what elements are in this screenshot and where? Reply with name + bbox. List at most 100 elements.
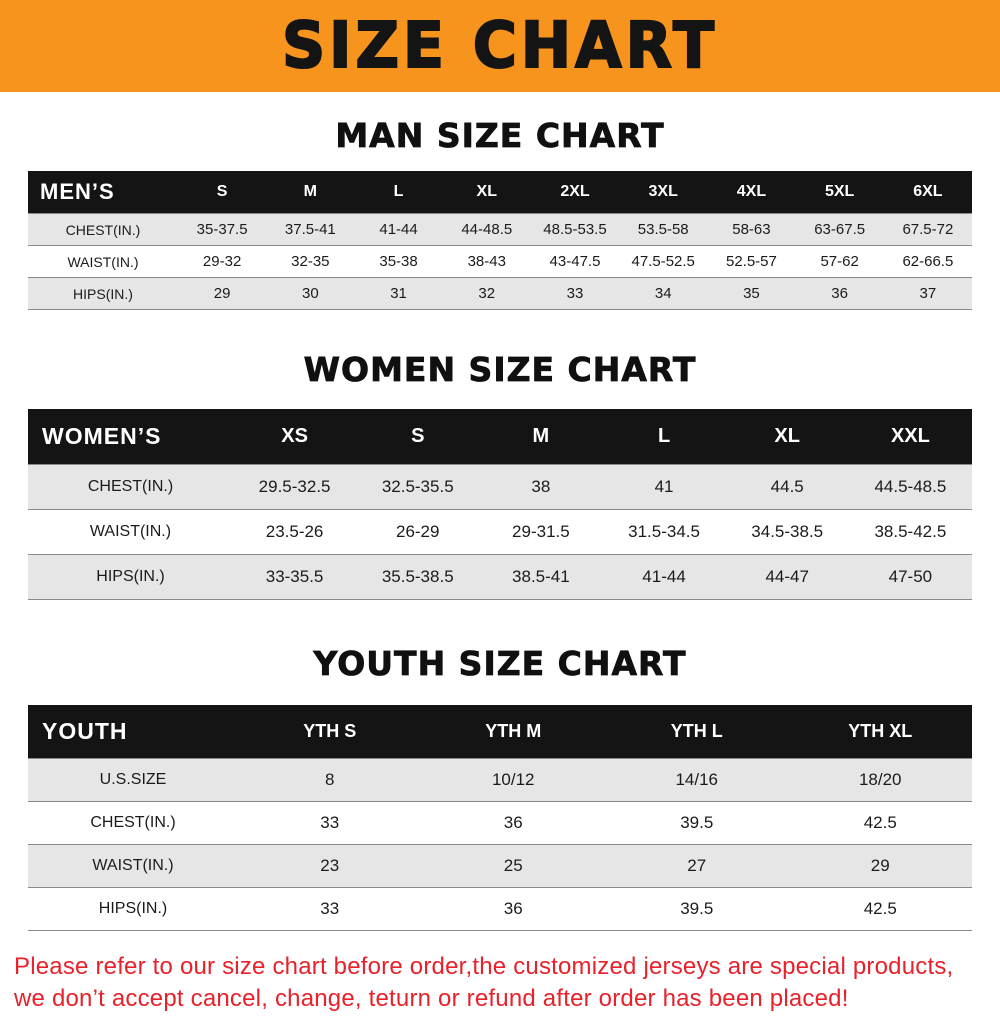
column-header: 4XL [736, 183, 767, 200]
size-cell: 10/12 [491, 770, 535, 789]
row-label: HIPS(IN.) [98, 900, 168, 917]
size-cell: 44-48.5 [461, 221, 513, 238]
size-cell: 37.5-41 [284, 221, 336, 238]
footer-line-1: Please refer to our size chart before or… [14, 953, 954, 980]
table-row: CHEST(IN.) 33 36 39.5 42.5 [28, 801, 972, 845]
row-label: WAIST(IN.) [92, 857, 174, 874]
row-label: CHEST(IN.) [90, 814, 176, 831]
size-cell: 32-35 [291, 253, 330, 270]
size-cell: 29-31.5 [512, 522, 570, 541]
size-cell: 30 [301, 285, 319, 302]
table-header-row: MEN’S S M L XL 2XL 3XL 4XL 5XL 6XL [28, 171, 972, 214]
table-row: CHEST(IN.) 35-37.5 37.5-41 41-44 44-48.5 48.5… [28, 213, 972, 246]
size-cell: 53.5-58 [637, 221, 689, 238]
banner: SIZE CHART [0, 0, 1000, 92]
row-label: U.S.SIZE [99, 771, 167, 788]
size-cell: 39.5 [680, 813, 714, 832]
size-cell: 31.5-34.5 [628, 522, 700, 541]
sections-container: MAN SIZE CHART MEN’S S M L XL 2XL 3XL 4XL 5XL 6XL C… [0, 116, 1000, 931]
size-cell: 63-67.5 [814, 221, 866, 238]
size-cell: 31 [390, 285, 407, 302]
size-cell: 44.5 [770, 477, 804, 496]
size-cell: 47.5-52.5 [631, 253, 695, 270]
size-cell: 36 [831, 285, 848, 302]
column-header: YTH S [303, 721, 357, 741]
column-header: 6XL [913, 183, 943, 200]
column-header: L [657, 425, 671, 447]
size-cell: 23.5-26 [265, 522, 324, 541]
size-cell: 29.5-32.5 [258, 477, 331, 496]
size-cell: 37 [919, 285, 937, 302]
table-title: MEN’S [40, 179, 115, 204]
size-cell: 8 [325, 770, 335, 789]
column-header: S [411, 425, 425, 447]
size-cell: 32.5-35.5 [381, 477, 454, 496]
size-cell: 41-44 [379, 221, 418, 238]
size-cell: 29 [870, 856, 890, 875]
size-cell: 41-44 [642, 567, 686, 586]
size-cell: 48.5-53.5 [543, 221, 607, 238]
size-cell: 38.5-42.5 [874, 522, 947, 541]
section-heading-women: WOMEN SIZE CHART [303, 350, 697, 390]
size-cell: 35-38 [379, 253, 418, 270]
size-cell: 35 [743, 285, 760, 302]
size-cell: 26-29 [395, 522, 440, 541]
size-cell: 62-66.5 [902, 253, 954, 270]
size-cell: 38.5-41 [512, 567, 570, 586]
size-cell: 23 [320, 856, 340, 875]
size-cell: 34 [654, 285, 672, 302]
column-header: 2XL [560, 183, 590, 200]
row-label: CHEST(IN.) [65, 221, 141, 238]
size-cell: 42.5 [863, 813, 897, 832]
column-header: S [216, 183, 228, 200]
table-row: HIPS(IN.) 33-35.5 35.5-38.5 38.5-41 41-44 44-… [28, 554, 972, 600]
column-header: M [532, 425, 550, 447]
table-row: WAIST(IN.) 23.5-26 26-29 29-31.5 31.5-34.5 34… [28, 509, 972, 555]
size-cell: 42.5 [863, 899, 897, 918]
table-row: U.S.SIZE 8 10/12 14/16 18/20 [28, 758, 972, 802]
row-label: HIPS(IN.) [73, 285, 133, 302]
row-label: CHEST(IN.) [87, 478, 174, 495]
size-cell: 47-50 [888, 567, 933, 586]
size-cell: 35.5-38.5 [381, 567, 454, 586]
size-cell: 32 [478, 285, 496, 302]
size-cell: 38-43 [467, 253, 506, 270]
size-cell: 18/20 [858, 770, 902, 789]
size-cell: 25 [503, 856, 523, 875]
size-cell: 67.5-72 [902, 221, 954, 238]
section-heading-men: MAN SIZE CHART [335, 116, 665, 156]
size-cell: 33 [320, 899, 340, 918]
table-header-row: WOMEN’S XS S M L XL XXL [28, 409, 972, 465]
size-cell: 57-62 [820, 253, 859, 270]
section-heading-youth: YOUTH SIZE CHART [313, 644, 687, 684]
column-header: 5XL [824, 183, 855, 200]
size-cell: 14/16 [675, 770, 719, 789]
column-header: L [393, 183, 404, 200]
column-header: XL [774, 425, 800, 447]
table-row: CHEST(IN.) 29.5-32.5 32.5-35.5 38 41 44.5 44.5… [28, 464, 972, 510]
size-cell: 58-63 [732, 221, 771, 238]
table-row: HIPS(IN.) 33 36 39.5 42.5 [28, 887, 972, 931]
size-cell: 36 [503, 899, 523, 918]
size-section-youth: YOUTH SIZE CHART YOUTH YTH S YTH M YTH L YTH … [0, 644, 1000, 931]
size-section-women: WOMEN SIZE CHART WOMEN’S XS S M L XL XXL CHEST(I… [0, 350, 1000, 600]
size-cell: 43-47.5 [549, 253, 601, 270]
column-header: YTH L [670, 721, 723, 741]
row-label: WAIST(IN.) [89, 523, 172, 540]
size-cell: 33-35.5 [265, 567, 324, 586]
size-cell: 34.5-38.5 [751, 522, 824, 541]
size-cell: 35-37.5 [196, 221, 248, 238]
table-title: WOMEN’S [42, 423, 162, 449]
column-header: M [303, 183, 317, 200]
size-cell: 33 [566, 285, 584, 302]
size-cell: 29-32 [202, 253, 242, 270]
page-title: SIZE CHART [281, 8, 719, 84]
column-header: XXL [890, 425, 930, 447]
size-cell: 36 [503, 813, 523, 832]
table-row: WAIST(IN.) 29-32 32-35 35-38 38-43 43-47.5 47.… [28, 245, 972, 278]
size-table-men: MEN’S S M L XL 2XL 3XL 4XL 5XL 6XL CHEST(IN.) 35-37… [28, 171, 972, 310]
row-label: WAIST(IN.) [67, 253, 139, 270]
column-header: 3XL [648, 183, 678, 200]
footer-note: Please refer to our size chart before or… [14, 951, 1000, 1016]
size-cell: 44.5-48.5 [874, 477, 947, 496]
